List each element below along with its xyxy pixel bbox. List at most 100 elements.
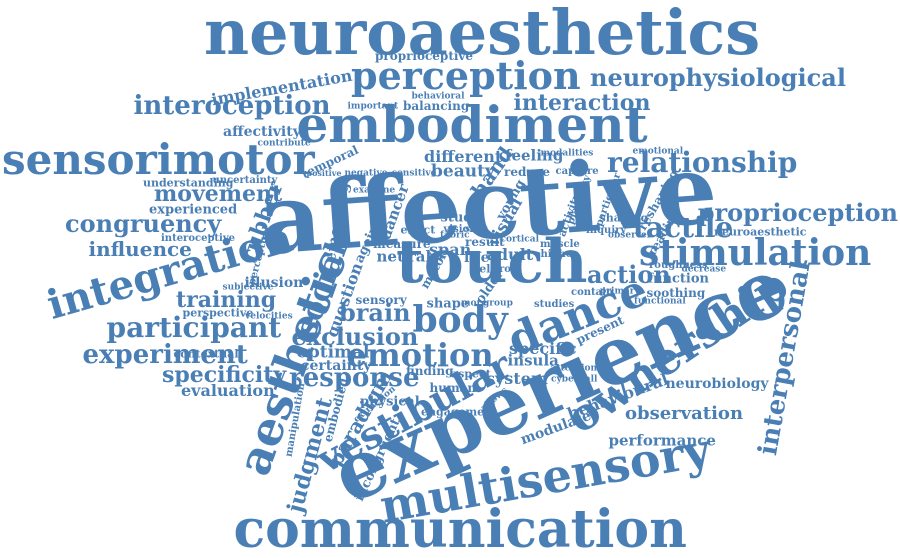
cloud-word: effect: [400, 223, 436, 237]
cloud-word: body: [412, 299, 508, 341]
cloud-word: shape: [426, 296, 470, 312]
cloud-word: proprioception: [697, 198, 898, 227]
cloud-word: uncertainty: [212, 175, 278, 186]
cloud-word: interoception: [133, 91, 331, 121]
cloud-word: emotion: [346, 336, 494, 374]
cloud-word: sensory: [355, 293, 407, 307]
cloud-word: subjective: [222, 282, 274, 293]
cloud-word: contextual: [173, 347, 239, 361]
cloud-word: neural: [376, 247, 432, 266]
cloud-word: exclusion: [291, 322, 419, 351]
cloud-word: engagement: [421, 405, 498, 419]
cloud-word: participant: [106, 311, 282, 344]
cloud-word: emotional: [632, 146, 684, 157]
cloud-word: movement: [154, 181, 283, 207]
cloud-word: observer: [608, 230, 652, 241]
cloud-word: communication: [233, 499, 687, 558]
cloud-word: relationship: [607, 146, 798, 179]
cloud-word: observation: [625, 403, 744, 424]
cloud-word: tactile: [633, 211, 734, 244]
cloud-word: modalities: [540, 148, 594, 159]
cloud-word: experienced: [149, 202, 238, 218]
cloud-word: measure: [373, 237, 431, 251]
cloud-word: attention: [550, 363, 598, 374]
cloud-word: study: [440, 210, 480, 226]
cloud-word: different: [424, 147, 503, 166]
cloud-word: fabric: [440, 230, 470, 241]
cloud-word: proprioceptive: [375, 49, 474, 63]
cloud-word: optimal: [296, 342, 370, 363]
cloud-word: sensitive: [392, 168, 437, 179]
cloud-word: stimulation: [639, 232, 872, 274]
cloud-word: specific: [509, 339, 577, 358]
cloud-word: system: [486, 369, 548, 388]
cloud-word: perspective: [182, 306, 254, 320]
cloud-word: self: [473, 262, 496, 276]
cloud-word: examine: [353, 185, 396, 196]
cloud-word: inquiry: [586, 225, 627, 236]
cloud-word: insula: [507, 351, 559, 370]
cloud-word: neuroaesthetics: [204, 0, 761, 69]
cloud-word: higher: [540, 249, 578, 260]
cloud-word: congruency: [65, 209, 222, 238]
cloud-word: decrease: [681, 264, 727, 275]
cloud-word: understanding: [143, 176, 234, 190]
cloud-word: brain: [339, 298, 411, 327]
cloud-word: training: [176, 287, 277, 313]
cloud-word: capture: [555, 166, 599, 177]
cloud-word: neurobiology: [665, 376, 769, 392]
cloud-word: physical: [360, 394, 420, 410]
cloud-word: functional: [634, 296, 686, 307]
cloud-word: cyberball: [551, 374, 598, 385]
cloud-word: beauty: [431, 161, 495, 182]
cloud-word: evaluation: [181, 381, 275, 400]
cloud-word: contribute: [257, 138, 311, 149]
cloud-word: balancing: [403, 99, 470, 113]
cloud-word: action: [587, 260, 671, 289]
cloud-word: role: [499, 264, 522, 275]
cloud-word: span: [429, 240, 472, 259]
cloud-word: reduce: [504, 165, 551, 179]
cloud-word: finding: [406, 364, 454, 378]
cloud-word: muscle: [540, 239, 580, 250]
cloud-word: primary: [600, 286, 640, 297]
cloud-word: illusion: [244, 275, 304, 291]
cloud-word: vision: [443, 224, 477, 235]
cloud-word: life: [464, 250, 490, 266]
cloud-word: studies: [534, 299, 575, 310]
cloud-word: embodiment: [296, 95, 648, 154]
cloud-word: experiment: [82, 340, 248, 370]
cloud-word: affectivity: [223, 124, 301, 140]
cloud-word: human: [429, 381, 477, 395]
cloud-word: negative: [344, 168, 388, 179]
cloud-word: contain: [571, 287, 614, 298]
cloud-word: neuroaesthetic: [714, 225, 807, 239]
cloud-word: behavioral: [411, 91, 465, 102]
cloud-word: shaping: [599, 211, 649, 225]
cloud-word: roughness: [649, 260, 708, 271]
cloud-word: perception: [351, 53, 581, 98]
cloud-word: cortical: [500, 234, 540, 245]
cloud-word: specificity: [162, 362, 287, 388]
cloud-word: group: [483, 298, 513, 309]
cloud-word: performance: [608, 431, 716, 450]
cloud-word: feeling: [505, 146, 564, 165]
cloud-word: certainty: [301, 358, 372, 374]
cloud-word: slow: [465, 224, 488, 235]
cloud-word: sensorimotor: [2, 135, 315, 184]
cloud-word: velocities: [245, 311, 293, 322]
cloud-word: touch: [396, 227, 588, 297]
cloud-word: important: [347, 101, 399, 112]
cloud-word: response: [289, 363, 420, 393]
cloud-word: soothing: [646, 286, 706, 300]
cloud-word: positive: [306, 168, 342, 178]
cloud-word: adult: [486, 245, 534, 264]
cloud-word: more: [461, 298, 487, 309]
cloud-word: aspect: [451, 367, 491, 381]
cloud-word: influence: [88, 237, 192, 261]
cloud-word: function: [647, 271, 709, 287]
cloud-word: interoceptive: [161, 233, 236, 244]
cloud-word: result: [465, 235, 505, 249]
cloud-word: interaction: [513, 90, 651, 116]
